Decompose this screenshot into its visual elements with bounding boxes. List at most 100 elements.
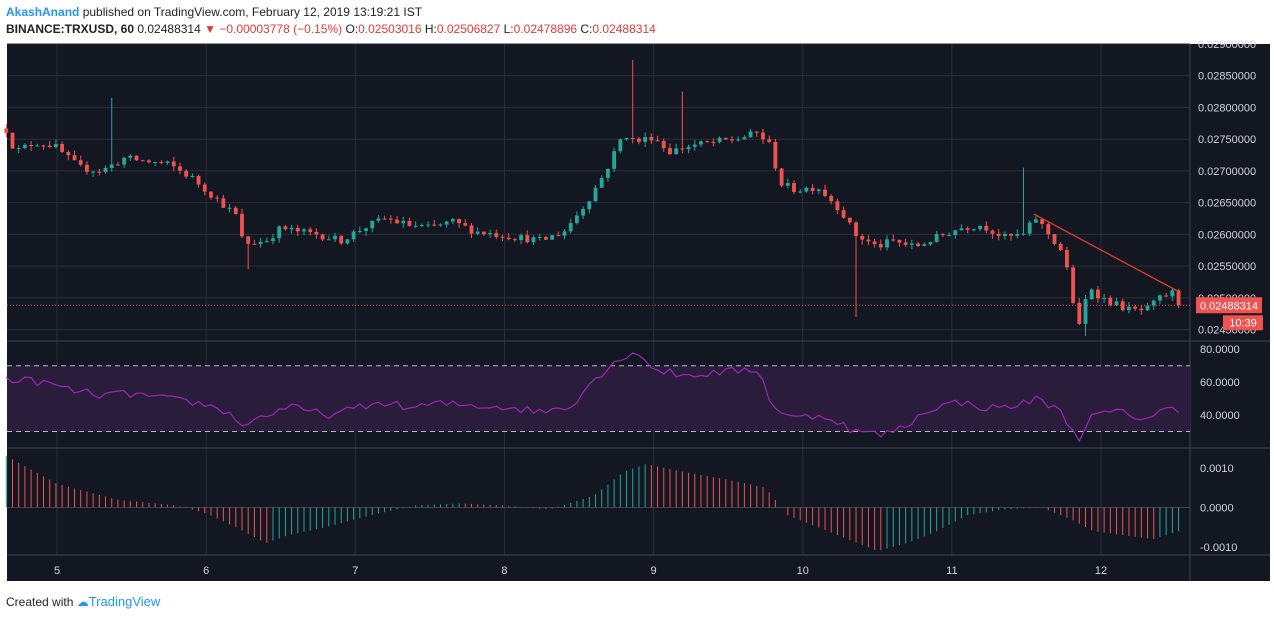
candle [78, 155, 83, 167]
candle-body [1009, 233, 1014, 236]
candle-body [978, 225, 982, 230]
x-tick-label: 10 [797, 565, 809, 577]
candle [22, 143, 27, 150]
candle-body [804, 187, 809, 192]
candle-body [699, 141, 703, 145]
candle-body [1095, 289, 1100, 299]
candlestick-series[interactable] [4, 59, 1181, 336]
y-tick-label: 0.02650000 [1198, 198, 1256, 210]
candle-body [264, 241, 269, 243]
candle [1158, 294, 1162, 305]
candle-body [1114, 301, 1119, 305]
candle [283, 224, 288, 231]
candle-body [674, 148, 679, 155]
candle [686, 144, 691, 154]
candle [885, 235, 889, 251]
candle-body [1145, 305, 1150, 311]
candle [705, 140, 710, 143]
candle [537, 233, 542, 241]
candle [618, 138, 623, 154]
candle-body [109, 164, 114, 168]
candle [271, 233, 275, 245]
candle [630, 59, 635, 144]
candle-body [717, 137, 722, 143]
candle-body [885, 239, 889, 248]
candle-body [568, 223, 573, 232]
chart-axes: 5 6 7 8 9 10 11 12 0.02900000 0.02850000 0.0280000… [54, 39, 1256, 577]
candle-body [41, 145, 46, 147]
candle-body [320, 234, 325, 240]
candle [680, 91, 685, 154]
candle-body [531, 237, 536, 243]
candle [984, 221, 989, 234]
candle-body [587, 201, 592, 210]
candle [1064, 246, 1069, 271]
candle-body [444, 221, 449, 225]
candle [742, 135, 747, 140]
candle [227, 204, 232, 213]
candle-body [550, 235, 555, 240]
candle [233, 206, 238, 215]
candle [934, 230, 939, 243]
candle [959, 224, 964, 231]
candle-body [909, 243, 914, 245]
candle-body [996, 233, 1001, 237]
price-badges: 0.02488314 10:39 [7, 297, 1263, 331]
candle-body [1158, 295, 1162, 301]
candle [388, 215, 393, 224]
candle [1052, 233, 1057, 246]
candle-body [624, 137, 629, 140]
y-tick-label: 0.02550000 [1198, 261, 1256, 273]
candle-body [407, 220, 412, 226]
y-tick-label: 0.02900000 [1198, 39, 1256, 51]
candle [736, 136, 741, 143]
candle [1102, 293, 1107, 303]
candle [258, 237, 263, 248]
countdown-badge [1223, 315, 1263, 331]
candle-body [500, 236, 505, 238]
candle [606, 168, 610, 182]
candle [457, 218, 461, 229]
candle [159, 160, 164, 165]
candle [1021, 167, 1026, 236]
last-price-badge [1196, 297, 1262, 314]
candle [85, 161, 89, 175]
candle-body [841, 210, 846, 218]
candle-body [302, 229, 306, 232]
candle [543, 235, 548, 240]
candle [128, 154, 133, 161]
candle [531, 235, 536, 245]
candle [140, 159, 145, 162]
candle [978, 225, 982, 232]
candle [295, 224, 300, 237]
candle-body [1108, 297, 1113, 305]
candle [109, 97, 114, 172]
candle [860, 233, 865, 245]
candle [574, 211, 579, 225]
candle [97, 168, 102, 176]
candle [1046, 222, 1051, 240]
candle-body [891, 239, 896, 241]
candle [382, 215, 387, 220]
rsi-tick-label: 40.0000 [1200, 410, 1240, 422]
author-link[interactable]: AkashAnand [6, 5, 80, 19]
candle-body [66, 151, 71, 156]
high-value: 0.02506827 [436, 22, 501, 36]
candle [1170, 288, 1175, 302]
trendline[interactable] [1033, 213, 1179, 293]
candle-body [1058, 243, 1063, 251]
candle-body [171, 161, 176, 167]
tradingview-brand-link[interactable]: TradingView [88, 594, 161, 609]
open-label: O: [345, 22, 359, 36]
candle [333, 232, 337, 243]
candle [711, 138, 716, 147]
candle [16, 145, 21, 154]
candle-body [450, 218, 455, 222]
candle-body [78, 160, 83, 165]
candle [804, 186, 809, 193]
candle [1120, 298, 1125, 312]
candle [35, 143, 40, 147]
candle-body [1064, 250, 1069, 268]
candle [581, 206, 586, 220]
